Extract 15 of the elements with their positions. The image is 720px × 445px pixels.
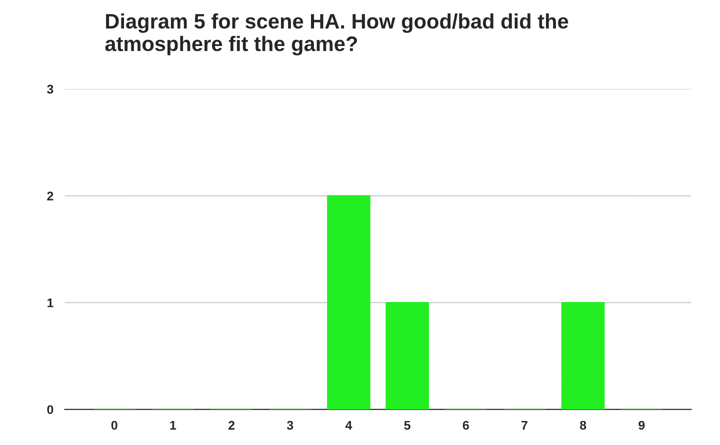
- x-tick-label: 8: [580, 420, 586, 430]
- x-tick-label: 1: [170, 420, 176, 430]
- y-tick-label: 1: [48, 298, 54, 308]
- x-tick-label: 9: [638, 420, 645, 430]
- y-tick-label: 3: [47, 84, 54, 94]
- x-tick-label: 0: [111, 420, 118, 430]
- x-tick-label: 6: [462, 420, 469, 430]
- x-tick-label: 4: [345, 420, 352, 430]
- chart-title: Diagram 5 for scene HA. How good/bad did the atmosphere fit the game?: [105, 13, 568, 56]
- y-tick-label: 2: [47, 192, 54, 200]
- x-tick-label: 2: [228, 420, 235, 430]
- y-tick-label: 0: [47, 405, 54, 414]
- x-tick-label: 5: [404, 420, 410, 430]
- x-tick-label: 7: [522, 420, 528, 430]
- x-tick-label: 3: [286, 420, 294, 430]
